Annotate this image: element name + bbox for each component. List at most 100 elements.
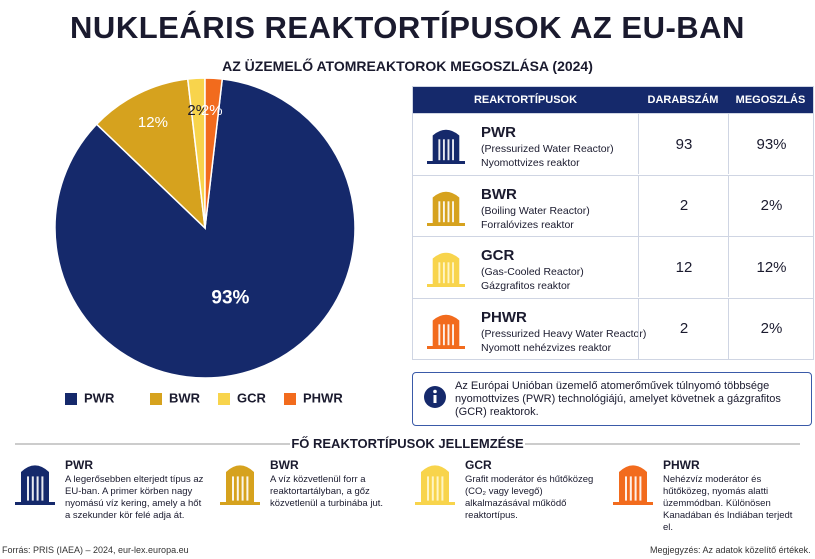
icon-bar bbox=[447, 200, 450, 222]
feature-text: A víz közvetlenül forr a reaktortartályb… bbox=[270, 474, 384, 509]
feature-text: Nehézvíz moderátor és hűtőközeg, nyomás … bbox=[663, 474, 793, 533]
icon-base bbox=[220, 502, 260, 505]
reactor-name: BWR bbox=[481, 185, 517, 203]
icon-bar bbox=[438, 139, 441, 161]
reactor-icon bbox=[427, 191, 465, 226]
count-cell: 2 bbox=[638, 298, 729, 359]
pie-slice bbox=[95, 78, 206, 230]
feature-card: BWR A víz közvetlenül forr a reaktortartá… bbox=[215, 458, 410, 543]
icon-bar bbox=[442, 323, 445, 345]
icon-base bbox=[15, 502, 55, 505]
table-row: BWR (Boiling Water Reactor) Forralóvizes r… bbox=[413, 174, 814, 236]
icon-base bbox=[427, 222, 465, 226]
icon-bar bbox=[246, 476, 249, 501]
icon-base bbox=[427, 161, 465, 164]
legend-label: PHWR bbox=[303, 390, 343, 405]
icon-body bbox=[421, 465, 449, 505]
legend-label: PWR bbox=[84, 390, 115, 405]
feature-card: PWR A legerősebben elterjedt típus az EU-… bbox=[10, 458, 205, 543]
reactor-icon bbox=[220, 465, 260, 505]
feature-name: PWR bbox=[65, 458, 93, 472]
reactor-name: PWR bbox=[481, 124, 516, 141]
reactor-icon bbox=[415, 465, 455, 505]
source: Forrás: PRIS (IAEA) – 2024, eur-lex.euro… bbox=[2, 545, 189, 555]
legend-swatch bbox=[284, 393, 296, 405]
feature-name: BWR bbox=[270, 458, 299, 472]
info-box: Az Európai Unióban üzemelő atomerőművek … bbox=[412, 372, 812, 426]
icon-body bbox=[432, 314, 460, 349]
reactor-full-name: (Gas-Cooled Reactor) bbox=[481, 266, 584, 278]
reactor-full-name: (Pressurized Heavy Water Reactor) bbox=[481, 327, 647, 340]
icon-bar bbox=[441, 476, 444, 501]
icon-body bbox=[432, 252, 460, 287]
icon-bar bbox=[442, 139, 445, 161]
icon-bar bbox=[431, 476, 434, 501]
legend-label: BWR bbox=[169, 390, 201, 405]
subtitle: AZ ÜZEMELŐ ATOMREAKTOROK MEGOSZLÁSA (202… bbox=[222, 58, 593, 74]
icon-bar bbox=[27, 476, 29, 501]
icon-bar bbox=[241, 476, 244, 501]
legend-swatch bbox=[218, 393, 230, 405]
pie-label: 2% bbox=[201, 102, 223, 119]
icon-bar bbox=[447, 262, 450, 284]
reactor-full-name: (Pressurized Water Reactor) bbox=[481, 143, 614, 155]
share-cell: 93% bbox=[728, 114, 814, 174]
pie-slice bbox=[204, 77, 224, 229]
icon-bar bbox=[452, 200, 454, 222]
icon-bar bbox=[452, 262, 454, 284]
icon-bar bbox=[639, 476, 642, 501]
feature-name: PHWR bbox=[663, 458, 700, 472]
feature-name: GCR bbox=[465, 458, 492, 472]
pie-label: 93% bbox=[211, 288, 249, 309]
share-cell: 2% bbox=[728, 298, 814, 359]
icon-bar bbox=[447, 323, 450, 345]
table-row: PWR (Pressurized Water Reactor) Nyomottviz… bbox=[413, 113, 813, 174]
icon-bar bbox=[31, 476, 34, 501]
legend-swatch bbox=[150, 393, 162, 405]
icon-body bbox=[226, 465, 254, 505]
icon-bar bbox=[634, 476, 637, 501]
table-header: REAKTORTÍPUSOK bbox=[413, 87, 638, 113]
info-icon bbox=[424, 386, 446, 408]
icon-base bbox=[427, 284, 465, 287]
icon-body bbox=[21, 465, 49, 505]
count-cell: 12 bbox=[638, 237, 729, 297]
icon-bar bbox=[236, 476, 239, 501]
reactor-icon bbox=[427, 129, 465, 164]
feature-text: A legerősebben elterjedt típus az EU-ban… bbox=[65, 474, 204, 521]
icon-bar bbox=[36, 476, 39, 501]
reactor-icon bbox=[427, 314, 465, 349]
icon-body bbox=[432, 129, 460, 164]
divider bbox=[15, 443, 800, 445]
icon-base bbox=[415, 502, 455, 505]
icon-bar bbox=[629, 476, 632, 501]
legend-label: GCR bbox=[237, 390, 267, 405]
icon-bar bbox=[232, 476, 234, 501]
icon-body bbox=[432, 191, 460, 226]
reactor-hungarian-name: Nyomott nehézvizes reaktor bbox=[481, 341, 612, 354]
icon-bar bbox=[427, 476, 429, 501]
icon-bar bbox=[447, 139, 450, 161]
icon-bar bbox=[41, 476, 44, 501]
info-text: Az Európai Unióban üzemelő atomerőművek … bbox=[455, 380, 781, 418]
share-cell: 2% bbox=[728, 175, 814, 236]
table: REAKTORTÍPUSOK DARABSZÁM MEGOSZLÁS PWR (Pres… bbox=[412, 86, 814, 360]
table-header: DARABSZÁM bbox=[638, 87, 728, 113]
feature-card: GCR Grafit moderátor és hűtőközeg (CO₂ va… bbox=[410, 458, 605, 543]
icon-body bbox=[619, 465, 647, 505]
icon-bar bbox=[436, 476, 439, 501]
reactor-icon bbox=[613, 465, 653, 505]
icon-bar bbox=[625, 476, 627, 501]
note: Megjegyzés: Az adatok közelítő értékek. bbox=[650, 545, 811, 555]
icon-base bbox=[613, 502, 653, 505]
reactor-full-name: (Boiling Water Reactor) bbox=[481, 204, 590, 217]
title: NUKLEÁRIS REAKTORTÍPUSOK AZ EU-BAN bbox=[70, 10, 745, 45]
feature-text: Grafit moderátor és hűtőközeg (CO₂ vagy … bbox=[465, 474, 594, 521]
reactor-hungarian-name: Forralóvizes reaktor bbox=[481, 218, 574, 231]
icon-bar bbox=[452, 139, 454, 161]
pie-label: 2% bbox=[187, 102, 209, 119]
count-cell: 93 bbox=[638, 114, 729, 174]
reactor-name: PHWR bbox=[481, 308, 527, 326]
share-cell: 12% bbox=[728, 237, 814, 297]
legend-swatch bbox=[65, 393, 77, 405]
